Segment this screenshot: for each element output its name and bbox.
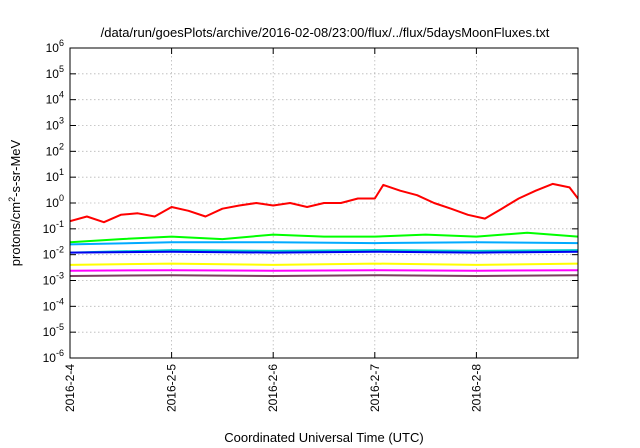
x-tick-label: 2016-2-6 bbox=[266, 364, 280, 412]
y-tick-base: 10 bbox=[43, 325, 57, 339]
y-axis-title-suffix: -s-sr-MeV bbox=[8, 139, 23, 196]
y-tick-label: 10-5 bbox=[43, 322, 64, 339]
y-tick-base: 10 bbox=[46, 144, 60, 158]
x-axis-title: Coordinated Universal Time (UTC) bbox=[224, 430, 423, 445]
axis-ticks bbox=[69, 47, 578, 359]
y-tick-base: 10 bbox=[43, 248, 57, 262]
y-tick-label: 101 bbox=[46, 167, 64, 184]
y-tick-label: 10-4 bbox=[43, 296, 64, 313]
y-tick-label: 10-6 bbox=[43, 348, 64, 365]
y-tick-label: 100 bbox=[46, 193, 64, 210]
x-tick-label: 2016-2-8 bbox=[469, 364, 483, 412]
y-tick-label: 103 bbox=[46, 116, 64, 133]
series-lines bbox=[70, 182, 578, 277]
y-tick-exponent: -4 bbox=[56, 296, 64, 306]
y-tick-exponent: 6 bbox=[59, 38, 64, 48]
y-tick-exponent: 0 bbox=[59, 193, 64, 203]
series-line-3 bbox=[70, 241, 578, 246]
y-tick-base: 10 bbox=[46, 119, 60, 133]
y-tick-exponent: -6 bbox=[56, 348, 64, 358]
y-tick-exponent: 4 bbox=[59, 90, 64, 100]
x-tick-label: 2016-2-5 bbox=[165, 364, 179, 412]
series-line-6 bbox=[70, 262, 578, 266]
y-tick-label: 106 bbox=[46, 38, 64, 55]
y-axis-title: protons/cm2-s-sr-MeV bbox=[7, 139, 23, 266]
y-tick-labels: 10-610-510-410-310-210-11001011021031041… bbox=[43, 38, 64, 365]
x-tick-label: 2016-2-7 bbox=[368, 364, 382, 412]
y-tick-exponent: -5 bbox=[56, 322, 64, 332]
y-tick-base: 10 bbox=[46, 41, 60, 55]
y-tick-exponent: 3 bbox=[59, 116, 64, 126]
y-tick-label: 10-2 bbox=[43, 245, 64, 262]
chart-title: /data/run/goesPlots/archive/2016-02-08/2… bbox=[101, 25, 550, 40]
series-line-1 bbox=[70, 182, 578, 224]
series-line-7 bbox=[70, 269, 578, 272]
y-tick-exponent: -3 bbox=[56, 271, 64, 281]
y-tick-exponent: -2 bbox=[56, 245, 64, 255]
y-tick-label: 102 bbox=[46, 141, 64, 158]
series-line-4 bbox=[70, 249, 578, 254]
y-tick-exponent: -1 bbox=[56, 219, 64, 229]
series-line-2 bbox=[70, 231, 578, 244]
y-tick-base: 10 bbox=[43, 274, 57, 288]
x-tick-label: 2016-2-4 bbox=[63, 364, 77, 412]
y-tick-base: 10 bbox=[43, 222, 57, 236]
y-axis-title-sup: 2 bbox=[7, 197, 17, 202]
y-tick-base: 10 bbox=[43, 299, 57, 313]
y-tick-base: 10 bbox=[46, 93, 60, 107]
y-tick-base: 10 bbox=[46, 196, 60, 210]
series-line-5 bbox=[70, 250, 578, 254]
series-line-8 bbox=[70, 274, 578, 277]
y-tick-label: 10-1 bbox=[43, 219, 64, 236]
y-tick-exponent: 2 bbox=[59, 141, 64, 151]
y-tick-exponent: 1 bbox=[59, 167, 64, 177]
y-axis-title-prefix: protons/cm bbox=[8, 202, 23, 266]
x-tick-labels: 2016-2-4 2016-2-5 2016-2-6 2016-2-7 2016-2-8 bbox=[63, 364, 483, 412]
y-tick-base: 10 bbox=[43, 351, 57, 365]
y-tick-exponent: 5 bbox=[59, 64, 64, 74]
y-tick-label: 104 bbox=[46, 90, 64, 107]
y-tick-base: 10 bbox=[46, 67, 60, 81]
y-tick-base: 10 bbox=[46, 170, 60, 184]
y-tick-label: 10-3 bbox=[43, 271, 64, 288]
y-tick-label: 105 bbox=[46, 64, 64, 81]
